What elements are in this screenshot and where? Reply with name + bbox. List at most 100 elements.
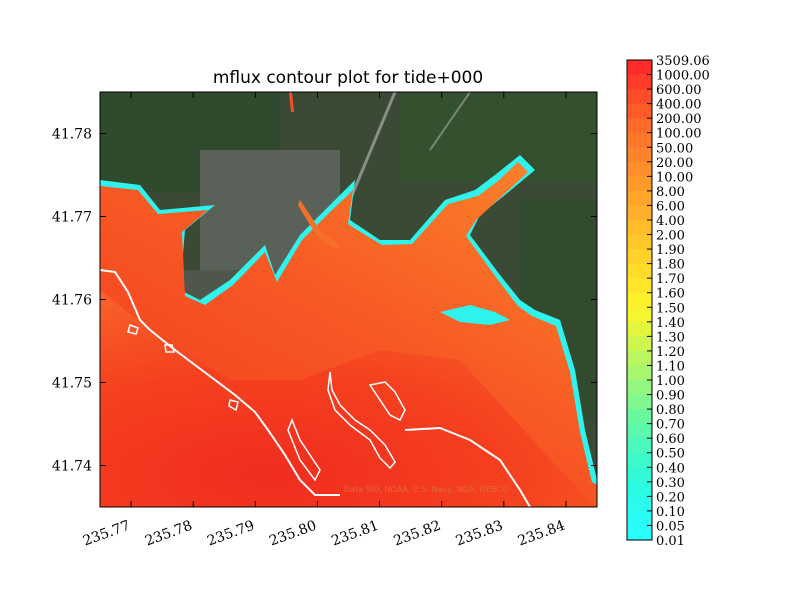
y-axis: 41.74 41.75 41.76 41.77 41.78 <box>52 127 597 475</box>
colorbar-tick-label: 0.90 <box>656 389 685 404</box>
colorbar-tick-label: 1.50 <box>656 301 685 316</box>
colorbar-tick-label: 0.20 <box>656 490 685 505</box>
colorbar-band <box>627 481 652 497</box>
colorbar-band <box>627 409 652 425</box>
colorbar-tick-label: 0.01 <box>656 534 685 549</box>
colorbar-band <box>627 394 652 410</box>
x-tick-label: 235.78 <box>143 518 195 550</box>
jetty-outline <box>327 371 396 470</box>
colorbar-tick-label: 0.80 <box>656 403 685 418</box>
y-tick-label: 41.78 <box>52 127 92 143</box>
colorbar-tick-label: 0.60 <box>656 432 685 447</box>
colorbar-tick-label: 1.80 <box>656 258 685 273</box>
x-tick-label: 235.83 <box>454 518 506 550</box>
x-tick-label: 235.77 <box>81 518 133 550</box>
colorbar-tick-label: 100.00 <box>656 127 702 142</box>
colorbar-band <box>627 292 652 308</box>
colorbar-tick-label: 20.00 <box>656 156 693 171</box>
colorbar-band <box>627 89 652 105</box>
colorbar-band <box>627 452 652 468</box>
colorbar-band <box>627 336 652 352</box>
colorbar-band <box>627 118 652 134</box>
x-tick-label: 235.80 <box>267 518 319 550</box>
colorbar-tick-label: 1.10 <box>656 359 685 374</box>
colorbar-tick-label: 0.05 <box>656 519 685 534</box>
colorbar-band <box>627 423 652 439</box>
colorbar-tick-label: 50.00 <box>656 141 693 156</box>
y-tick-label: 41.75 <box>52 376 92 392</box>
road <box>348 92 397 201</box>
coastline <box>100 269 340 496</box>
colorbar-band <box>627 74 652 90</box>
chart-title: mflux contour plot for tide+000 <box>213 68 483 88</box>
colorbar: 3509.061000.00600.00400.00200.00100.0050… <box>626 54 710 549</box>
colorbar-tick-label: 0.70 <box>656 418 685 433</box>
colorbar-band <box>627 205 652 221</box>
colorbar-band <box>627 438 652 454</box>
colorbar-band <box>627 278 652 294</box>
colorbar-band <box>627 525 652 541</box>
x-tick-label: 235.79 <box>205 518 257 550</box>
river-channel <box>298 200 340 250</box>
colorbar-band <box>627 249 652 265</box>
y-tick-label: 41.74 <box>52 459 92 475</box>
colorbar-band <box>627 350 652 367</box>
colorbar-tick-label: 0.30 <box>656 476 685 491</box>
colorbar-band <box>627 263 652 279</box>
colorbar-tick-label: 1000.00 <box>656 69 710 84</box>
colorbar-band <box>627 496 652 512</box>
colorbar-tick-label: 10.00 <box>656 170 693 185</box>
y-tick-label: 41.77 <box>52 210 92 226</box>
colorbar-band <box>627 234 652 250</box>
colorbar-band <box>627 380 652 396</box>
map-attribution: Data SIO, NOAA, U.S. Navy, NGA, GEBCO <box>344 485 508 494</box>
jetty-outline <box>368 381 406 422</box>
colorbar-tick-label: 400.00 <box>656 98 702 113</box>
colorbar-tick-label: 8.00 <box>656 185 685 200</box>
colorbar-tick-label: 1.40 <box>656 316 685 331</box>
colorbar-tick-label: 200.00 <box>656 112 702 127</box>
colorbar-band <box>627 365 652 381</box>
shore-line <box>404 426 531 507</box>
colorbar-band <box>627 176 652 192</box>
colorbar-tick-label: 1.60 <box>656 287 685 302</box>
x-tick-label: 235.81 <box>329 518 381 550</box>
colorbar-band <box>627 190 652 207</box>
island-outline <box>164 344 175 353</box>
colorbar-frame <box>626 59 653 541</box>
colorbar-band <box>627 161 652 177</box>
colorbar-tick-label: 0.50 <box>656 447 685 462</box>
plot-area: Data SIO, NOAA, U.S. Navy, NGA, GEBCO <box>100 92 597 507</box>
x-tick-label: 235.82 <box>392 518 444 550</box>
colorbar-band <box>627 103 652 119</box>
river-channel <box>289 92 294 112</box>
colorbar-tick-label: 1.30 <box>656 330 685 345</box>
colorbar-band <box>627 467 652 483</box>
colorbar-tick-label: 4.00 <box>656 214 685 229</box>
colorbar-band <box>627 220 652 236</box>
jetty-outline <box>287 417 321 482</box>
colorbar-tick-label: 1.00 <box>656 374 685 389</box>
colorbar-tick-label: 3509.06 <box>656 54 710 69</box>
island-outline <box>228 399 239 412</box>
colorbar-band <box>627 321 652 337</box>
inlet-low-flux <box>440 305 510 325</box>
colorbar-tick-label: 6.00 <box>656 199 685 214</box>
colorbar-tick-label: 600.00 <box>656 83 702 98</box>
forest-patch <box>400 92 597 182</box>
colorbar-band <box>627 147 652 163</box>
colorbar-tick-label: 1.20 <box>656 345 685 360</box>
colorbar-band <box>627 307 652 323</box>
island-outline <box>127 324 139 335</box>
colorbar-band <box>627 60 652 76</box>
y-tick-label: 41.76 <box>52 293 92 309</box>
colorbar-tick-label: 0.10 <box>656 505 685 520</box>
colorbar-tick-label: 2.00 <box>656 229 685 244</box>
colorbar-tick-label: 1.70 <box>656 272 685 287</box>
colorbar-tick-label: 1.90 <box>656 243 685 258</box>
colorbar-tick-label: 0.40 <box>656 461 685 476</box>
colorbar-band <box>627 510 652 527</box>
x-tick-label: 235.84 <box>516 518 568 550</box>
road <box>429 92 471 151</box>
